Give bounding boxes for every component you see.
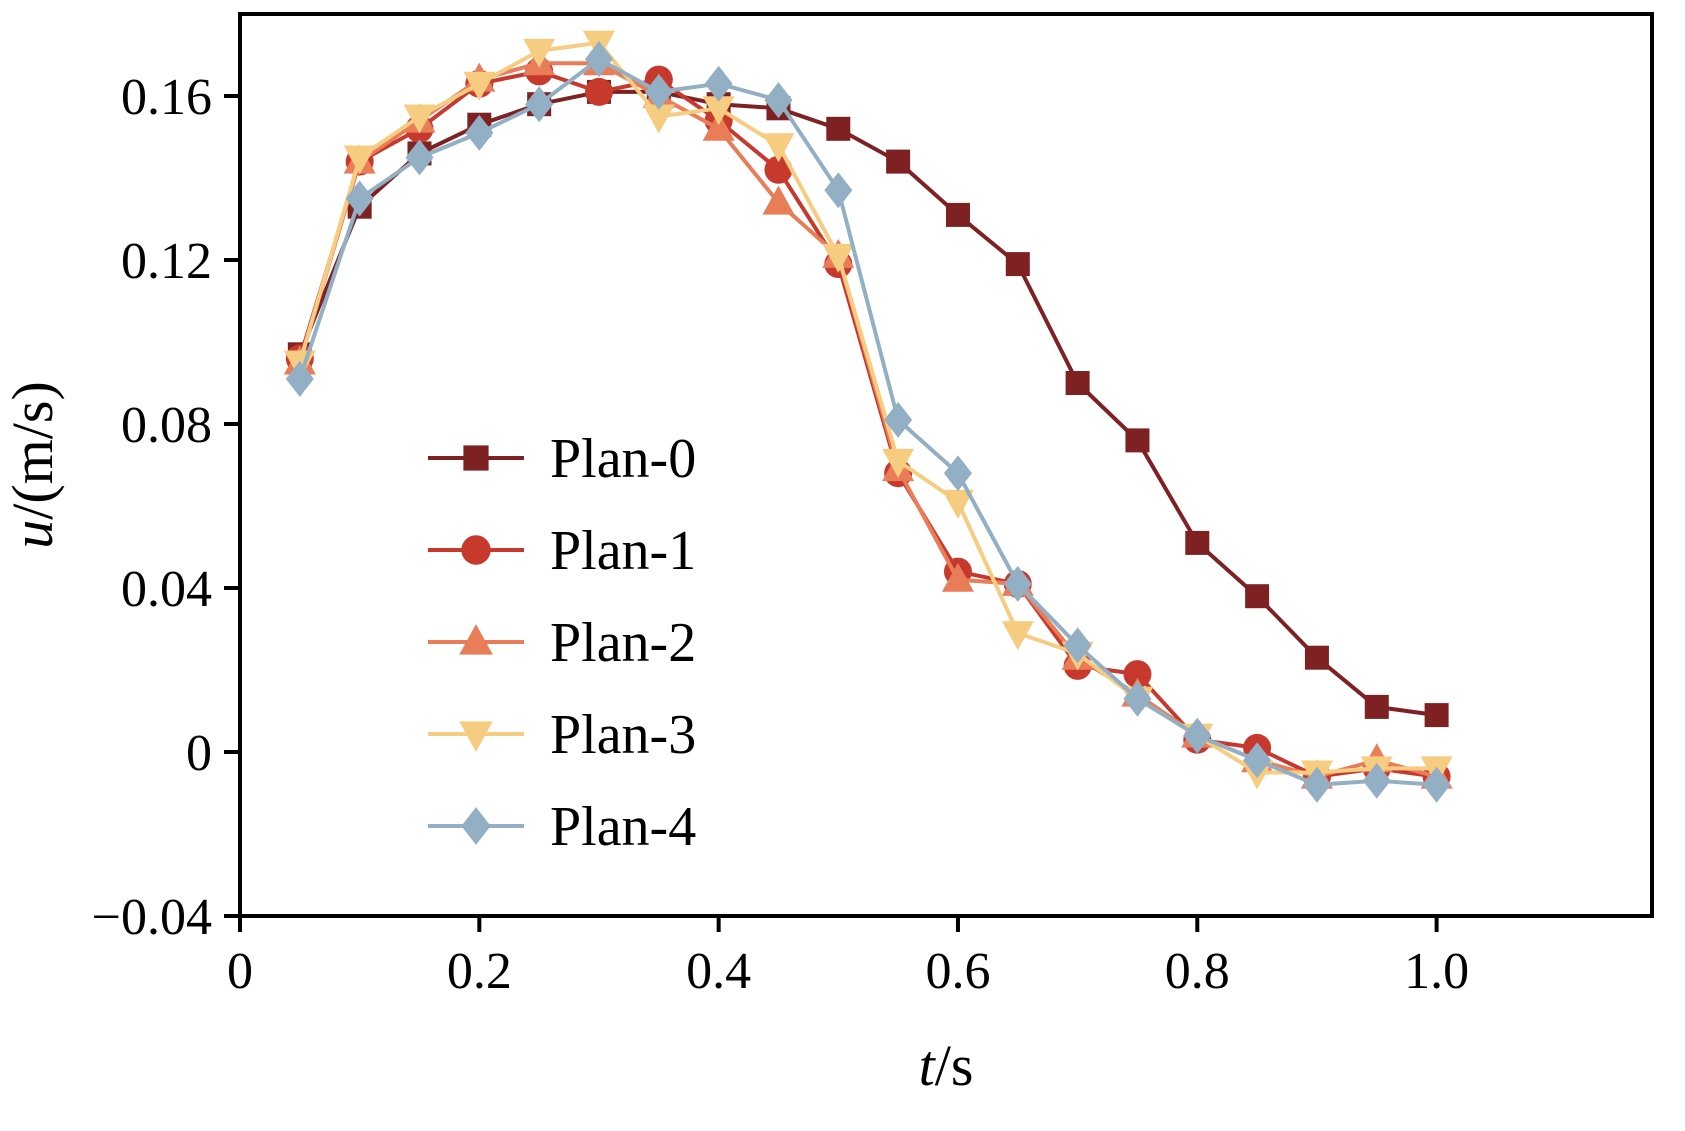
- series-line: [297, 61, 1439, 779]
- series-plan-1: [285, 57, 1451, 791]
- y-tick-label: 0.04: [121, 561, 212, 618]
- marker-circle: [461, 535, 491, 565]
- legend-item-plan-4: Plan-4: [428, 796, 696, 858]
- marker-diamond: [285, 360, 314, 397]
- marker-square: [1065, 371, 1090, 395]
- marker-circle: [764, 155, 793, 184]
- marker-diamond: [1003, 565, 1032, 602]
- marker-triangle-up: [459, 624, 493, 655]
- marker-square: [1424, 703, 1449, 728]
- marker-diamond: [465, 114, 494, 151]
- marker-triangle-up: [762, 185, 795, 215]
- series-plan-4: [285, 41, 1451, 803]
- marker-square: [1364, 694, 1389, 719]
- marker-circle: [584, 77, 613, 106]
- x-tick-label: 0.8: [1165, 943, 1230, 1000]
- marker-diamond: [525, 86, 554, 123]
- marker-triangle-down: [702, 96, 735, 126]
- marker-diamond: [1422, 766, 1451, 803]
- x-tick-label: 0.6: [925, 943, 990, 1000]
- marker-diamond: [1183, 717, 1212, 754]
- marker-square: [886, 149, 911, 174]
- y-tick-label: 0.08: [121, 397, 212, 454]
- marker-triangle-down: [523, 38, 556, 68]
- legend-label: Plan-3: [550, 704, 696, 766]
- x-tick-label: 1.0: [1404, 943, 1469, 1000]
- x-axis-ticks: 0 0.2 0.4 0.6 0.8 1.0: [227, 916, 1469, 1000]
- marker-triangle-down: [403, 104, 436, 134]
- y-axis-label: u/(m/s): [0, 381, 65, 549]
- marker-triangle-down: [459, 721, 493, 752]
- marker-diamond: [884, 401, 913, 438]
- series-line: [297, 40, 1439, 775]
- marker-square: [1005, 252, 1030, 277]
- marker-diamond: [764, 82, 793, 119]
- y-tick-label: 0: [186, 725, 212, 782]
- legend-label: Plan-1: [550, 520, 696, 582]
- legend-item-plan-3: Plan-3: [428, 704, 696, 766]
- marker-triangle-down: [1001, 621, 1034, 651]
- y-tick-label: −0.04: [92, 889, 212, 946]
- marker-triangle-down: [463, 71, 496, 101]
- marker-square: [826, 116, 851, 141]
- y-tick-label: 0.12: [121, 233, 212, 290]
- marker-diamond: [345, 180, 374, 217]
- marker-square: [463, 445, 489, 471]
- x-tick-label: 0.2: [447, 943, 512, 1000]
- marker-diamond: [584, 41, 613, 78]
- x-axis-label: t/s: [919, 1033, 974, 1098]
- marker-diamond: [1063, 627, 1092, 664]
- marker-triangle-down: [343, 145, 376, 175]
- plot-border: [238, 12, 1654, 918]
- marker-diamond: [1243, 742, 1272, 779]
- series-line: [297, 89, 1439, 718]
- marker-diamond: [1362, 762, 1391, 799]
- y-axis-ticks: −0.04 0 0.04 0.08 0.12 0.16: [92, 69, 240, 946]
- axes: t/s u/(m/s): [0, 12, 1654, 1098]
- legend-item-plan-2: Plan-2: [428, 612, 696, 674]
- marker-triangle-down: [822, 243, 855, 273]
- x-tick-label: 0.4: [686, 943, 751, 1000]
- marker-square: [1304, 645, 1329, 670]
- series-line: [297, 69, 1439, 779]
- marker-diamond: [644, 73, 673, 110]
- legend-item-plan-0: Plan-0: [428, 428, 696, 490]
- y-tick-label: 0.16: [121, 69, 212, 126]
- marker-diamond: [461, 807, 491, 845]
- legend: Plan-0 Plan-1 Plan-2 Plan-3 Plan-4: [428, 428, 696, 858]
- marker-triangle-down: [762, 133, 795, 163]
- series-plan-2: [283, 46, 1453, 789]
- marker-triangle-down: [642, 104, 675, 134]
- marker-circle: [1123, 660, 1152, 689]
- marker-diamond: [824, 172, 853, 209]
- legend-label: Plan-0: [550, 428, 696, 490]
- x-tick-label: 0: [227, 943, 253, 1000]
- marker-triangle-down: [882, 448, 915, 478]
- marker-triangle-up: [702, 111, 735, 141]
- marker-square: [1125, 428, 1150, 453]
- marker-diamond: [943, 455, 972, 492]
- marker-diamond: [704, 65, 733, 102]
- marker-diamond: [1302, 766, 1331, 803]
- marker-diamond: [405, 139, 434, 176]
- legend-label: Plan-2: [550, 612, 696, 674]
- marker-square: [945, 202, 970, 227]
- marker-square: [1185, 530, 1210, 555]
- marker-triangle-up: [941, 562, 974, 592]
- marker-square: [1245, 584, 1270, 609]
- marker-diamond: [1123, 680, 1152, 717]
- series-plan-0: [287, 79, 1449, 728]
- series-line: [297, 57, 1439, 787]
- legend-label: Plan-4: [550, 796, 696, 858]
- marker-triangle-down: [941, 489, 974, 519]
- legend-item-plan-1: Plan-1: [428, 520, 696, 582]
